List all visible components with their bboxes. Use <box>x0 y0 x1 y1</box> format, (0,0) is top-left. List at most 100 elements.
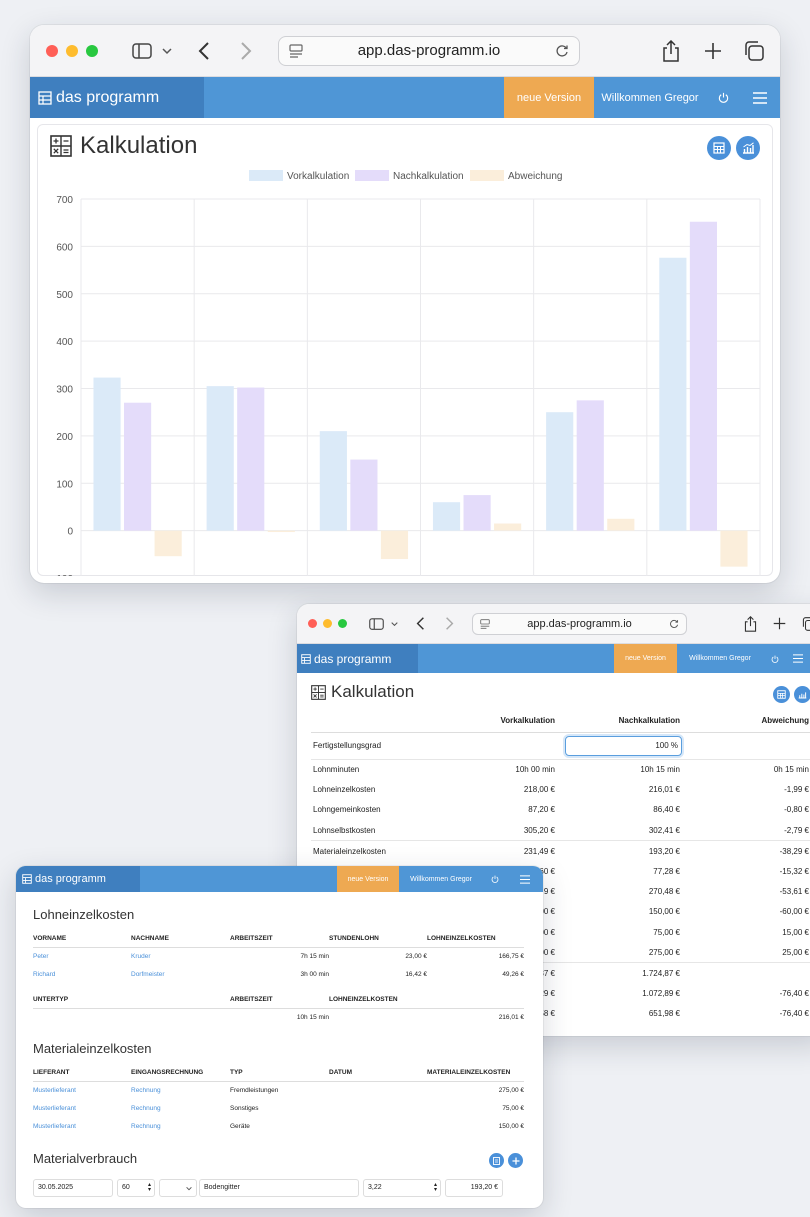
table-cell[interactable]: Rechnung <box>131 1086 161 1094</box>
welcome-label: Willkommen Gregor <box>601 91 699 104</box>
price-value: 3,22 <box>368 1184 382 1191</box>
menu-icon[interactable] <box>507 866 543 892</box>
chevron-down-icon[interactable] <box>391 621 398 627</box>
table-row: Lohneinzelkosten 218,00 € 216,01 € -1,99 € <box>311 779 810 799</box>
tabs-overview-icon[interactable] <box>802 616 810 631</box>
table-row: Musterlieferant Rechnung Sonstiges 75,00 € <box>33 1099 524 1117</box>
app-navbar: das programm neue Version Willkommen Gre… <box>297 644 810 673</box>
price-stepper[interactable]: 3,22 ▴ ▾ <box>363 1179 441 1197</box>
power-icon[interactable] <box>483 866 507 892</box>
table-view-button[interactable] <box>707 136 731 160</box>
bar-0-3 <box>432 502 461 531</box>
reload-icon[interactable] <box>669 619 679 629</box>
address-bar[interactable]: app.das-programm.io <box>472 612 687 635</box>
new-version-button[interactable]: neue Version <box>504 77 594 118</box>
table-cell: -1,99 € <box>784 785 809 795</box>
material-name-input[interactable]: Bodengitter <box>199 1179 359 1197</box>
close-window-button[interactable] <box>46 44 58 57</box>
sidebar-toggle-icon[interactable] <box>132 42 152 59</box>
table-cell: 7h 15 min <box>300 952 329 960</box>
maximize-window-button[interactable] <box>86 44 98 57</box>
chart-view-button[interactable] <box>794 686 810 703</box>
legend-swatch <box>355 170 389 181</box>
table-row: Lohngemeinkosten 87,20 € 86,40 € -0,80 € <box>311 800 810 820</box>
address-bar[interactable]: app.das-programm.io <box>278 35 580 66</box>
table-cell[interactable]: Peter <box>33 952 49 960</box>
maximize-window-button[interactable] <box>338 619 347 628</box>
table-cell[interactable]: Dorfmeister <box>131 970 165 978</box>
document-icon[interactable] <box>489 1153 504 1168</box>
table-cell: 37 € <box>539 968 555 978</box>
table-cell[interactable]: Musterlieferant <box>33 1122 76 1130</box>
y-tick-label: 400 <box>56 337 73 348</box>
page-icon <box>480 618 490 629</box>
bar-1-1 <box>237 387 265 531</box>
brand-link[interactable]: das programm <box>30 77 204 118</box>
col-materialeinzelkosten: MATERIALEINZELKOSTEN <box>427 1068 511 1076</box>
minimize-window-button[interactable] <box>66 44 78 57</box>
table-cell: 60 € <box>539 866 555 876</box>
col-untertyp: UNTERTYP <box>33 995 69 1003</box>
unit-select[interactable] <box>159 1179 197 1197</box>
header-abweichung: Abweichung <box>761 716 809 726</box>
legend-label: Nachkalkulation <box>393 171 464 182</box>
bar-2-3 <box>494 523 522 531</box>
power-icon[interactable] <box>706 77 740 118</box>
menu-icon[interactable] <box>740 77 780 118</box>
back-icon[interactable] <box>416 617 425 630</box>
welcome-user-link[interactable]: Willkommen Gregor <box>399 866 483 892</box>
welcome-user-link[interactable]: Willkommen Gregor <box>677 644 763 673</box>
table-row: Lohnselbstkosten 305,20 € 302,41 € -2,79 € <box>311 820 810 841</box>
table-cell: 275,00 € <box>498 1086 524 1094</box>
table-cell[interactable]: Richard <box>33 970 56 978</box>
table-row: 37 € 1.724,87 € <box>311 963 810 983</box>
brand-link[interactable]: das programm <box>16 866 140 892</box>
back-icon[interactable] <box>198 41 210 60</box>
table-cell[interactable]: Musterlieferant <box>33 1086 76 1094</box>
menu-icon[interactable] <box>787 644 810 673</box>
table-cell: 193,20 € <box>648 846 680 856</box>
table-cell[interactable]: Kruder <box>131 952 151 960</box>
brand-link[interactable]: das programm <box>297 644 418 673</box>
chart-view-button[interactable] <box>736 136 760 160</box>
minimize-window-button[interactable] <box>323 619 332 628</box>
table-cell[interactable]: Musterlieferant <box>33 1104 76 1112</box>
welcome-label: Willkommen Gregor <box>410 875 472 883</box>
new-version-button[interactable]: neue Version <box>337 866 399 892</box>
table-cell: 29 € <box>539 988 555 998</box>
reload-icon[interactable] <box>555 44 569 58</box>
fertigstellungsgrad-input[interactable]: 100 % <box>565 735 682 756</box>
table-cell: 231,49 € <box>523 846 555 856</box>
table-header-row: UNTERTYP ARBEITSZEIT LOHNEINZELKOSTEN <box>33 991 524 1008</box>
chevron-down-icon[interactable] <box>162 47 172 55</box>
table-row: 00 € 150,00 € -60,00 € <box>311 902 810 922</box>
new-tab-icon[interactable] <box>773 617 786 630</box>
share-icon[interactable] <box>662 39 680 62</box>
cell-untertyp <box>33 1008 230 1026</box>
cell-lohneinzelkosten: 216,01 € <box>498 1013 524 1021</box>
bar-1-5 <box>689 221 717 531</box>
tabs-overview-icon[interactable] <box>744 40 764 61</box>
table-view-button[interactable] <box>773 686 790 703</box>
lohn-section-title: Lohneinzelkosten <box>33 907 135 922</box>
table-cell: 3h 00 min <box>300 970 329 978</box>
table-cell: 150,00 € <box>498 1122 524 1130</box>
add-material-button[interactable] <box>508 1153 523 1168</box>
table-cell[interactable]: Rechnung <box>131 1104 161 1112</box>
stepper-icon: ▴ ▾ <box>433 1182 437 1193</box>
close-window-button[interactable] <box>308 619 317 628</box>
new-tab-icon[interactable] <box>704 42 722 60</box>
welcome-user-link[interactable]: Willkommen Gregor <box>594 77 706 118</box>
stepper-icon: ▴ ▾ <box>147 1182 151 1193</box>
power-icon[interactable] <box>763 644 787 673</box>
table-cell[interactable]: Rechnung <box>131 1122 161 1130</box>
new-version-button[interactable]: neue Version <box>614 644 677 673</box>
table-cell: 58 € <box>539 1009 555 1019</box>
share-icon[interactable] <box>744 615 757 632</box>
quantity-stepper[interactable]: 60 ▴ ▾ <box>117 1179 155 1197</box>
table-cell: 00 € <box>539 907 555 917</box>
forward-icon[interactable] <box>445 617 454 630</box>
forward-icon[interactable] <box>240 41 252 60</box>
date-input[interactable]: 30.05.2025 <box>33 1179 113 1197</box>
sidebar-toggle-icon[interactable] <box>369 617 384 630</box>
